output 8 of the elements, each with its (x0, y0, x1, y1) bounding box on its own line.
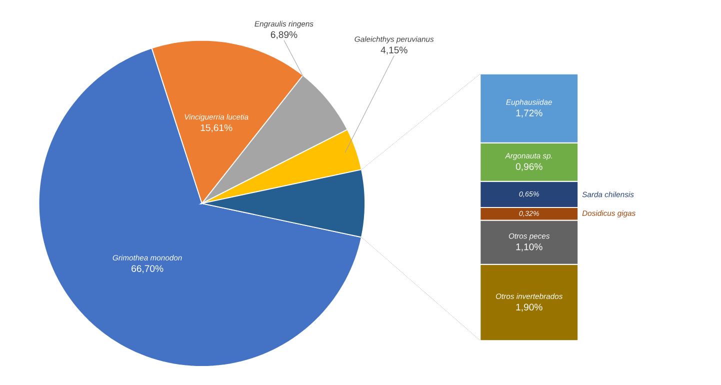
data-label: 1,90% (516, 304, 542, 312)
data-label: 4,15% (380, 46, 408, 55)
data-label: 1,10% (516, 244, 542, 252)
data-label: 15,61% (200, 124, 232, 132)
data-label: 6,89% (270, 31, 298, 40)
data-label: 0,96% (516, 163, 542, 172)
data-label: 66,70% (132, 265, 164, 274)
data-label: 1,72% (516, 110, 542, 118)
